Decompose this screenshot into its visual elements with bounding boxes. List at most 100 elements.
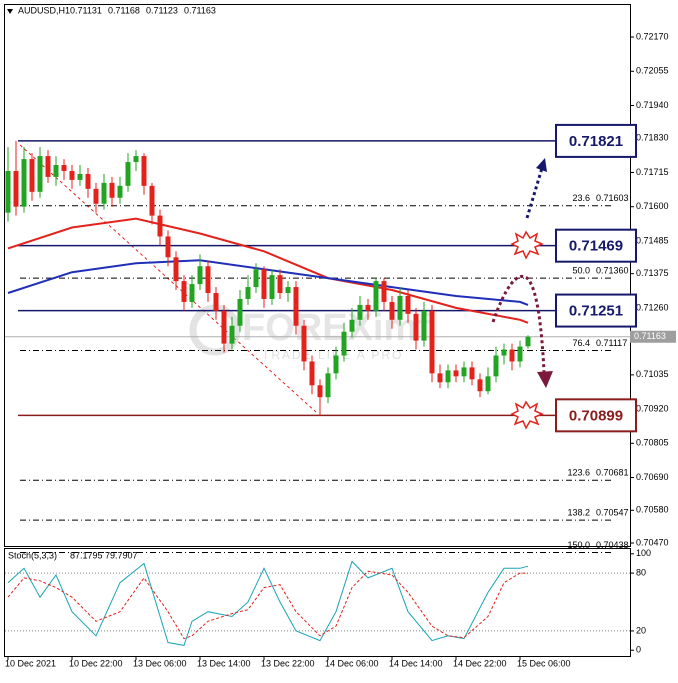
candle-body [285,287,291,294]
candle-body [213,293,219,311]
stoch-y-tick-label: 0 [636,645,641,655]
y-tick-label: 0.71830 [636,133,669,143]
candle-body [141,156,147,186]
stoch-y-tick-label: 80 [636,567,646,577]
candle-body [181,281,187,302]
y-tick-label: 0.72170 [636,31,669,41]
candle-body [333,355,339,374]
candle-body [45,156,51,177]
moving-average [7,217,529,324]
candle-body [445,370,451,383]
candle-body [61,165,67,171]
candle-body [477,379,483,392]
candle-body [5,170,11,213]
candle-body [357,304,363,320]
candle-body [373,281,379,311]
up-arrow [525,167,544,219]
fib-price: 0.71117 [596,338,627,348]
candle-body [69,170,75,180]
candle-body [165,236,171,258]
up-arrow-head [536,158,547,172]
candle-body [325,373,331,398]
candle-body [253,269,259,288]
burst-icon [510,400,544,430]
x-tick-label: 13 Dec 22:00 [261,658,315,668]
y-tick-label: 0.71715 [636,167,669,177]
x-tick-label: 14 Dec 14:00 [389,658,443,668]
candle-body [277,275,283,294]
candle-body [237,298,243,326]
fib-ratio: 76.4 [572,338,590,348]
y-tick-label: 0.71035 [636,369,669,379]
price-tag-label: 0.71163 [634,331,666,341]
stoch-y-tick-label: 20 [636,625,646,635]
fib-price: 0.70681 [596,468,629,478]
main-layer: 0.72170 0.72055 0.71940 0.71830 0.71715 0.716… [5,31,676,554]
header-symbol: AUDUSD,H1 [18,5,70,15]
candle-body [149,185,155,216]
candle-body [29,159,35,192]
fib-ratio: 138.2 [567,507,590,517]
candle-body [389,301,395,320]
x-tick-label: 10 Dec 2021 [5,658,56,668]
candle-body [269,275,275,299]
candle-body [517,346,523,362]
candle-body [509,349,515,362]
y-tick-label: 0.70470 [636,537,669,547]
level-box [555,293,637,328]
candle-body [117,185,123,198]
annotations [491,158,553,430]
candle-body [77,173,83,180]
candle-body [317,385,323,398]
candle-body [221,310,227,344]
x-tick-label: 13 Dec 06:00 [133,658,187,668]
candle-body [365,304,371,311]
y-tick-label: 0.72055 [636,66,669,76]
candle-body [245,287,251,299]
candle-body [301,325,307,362]
candle-body [349,319,355,332]
x-tick-label: 14 Dec 22:00 [453,658,507,668]
y-tick-label: 0.70920 [636,403,669,413]
down-arrow [491,275,546,373]
header-value: 0.71163 [184,5,216,15]
candle-body [293,287,299,326]
candle-body [93,188,99,204]
candle-body [261,269,267,299]
stoch-layer: 100 80 20 0 [5,548,651,655]
candle-body [397,295,403,320]
stoch-value: 87.1795 [70,550,103,560]
candle-body [461,367,467,377]
fib-price: 0.70547 [596,507,629,517]
stoch-line [7,570,529,640]
candle-body [413,313,419,341]
candle-body [229,325,235,344]
y-tick-label: 0.70805 [636,438,669,448]
fib-ratio: 23.6 [572,193,590,203]
candle-body [493,355,499,377]
candle-body [189,284,195,302]
watermark-subtext: TRADE LIKE A PRO [262,348,403,362]
level-boxes: 0.71821 0.71469 0.71251 0.70899 [555,123,637,433]
y-tick-label: 0.71485 [636,235,669,245]
header-value: 0.71131 [70,5,102,15]
candle-body [133,156,139,163]
y-tick-label: 0.70580 [636,505,669,515]
level-label: 0.71251 [569,303,623,320]
level-label: 0.70899 [569,407,623,424]
candle-body [109,182,115,198]
candle-body [157,215,163,237]
fib-ratio: 50.0 [572,266,590,276]
fib-price: 0.70438 [596,540,629,550]
header-value: 0.71123 [146,5,178,15]
candle-body [341,331,347,356]
level-box [555,398,637,433]
price-tag [630,330,676,343]
candle-body [501,349,507,356]
candle-body [205,266,211,294]
candle-body [53,165,59,177]
stoch-y-tick-label: 100 [636,548,651,558]
candle-body [21,159,27,207]
